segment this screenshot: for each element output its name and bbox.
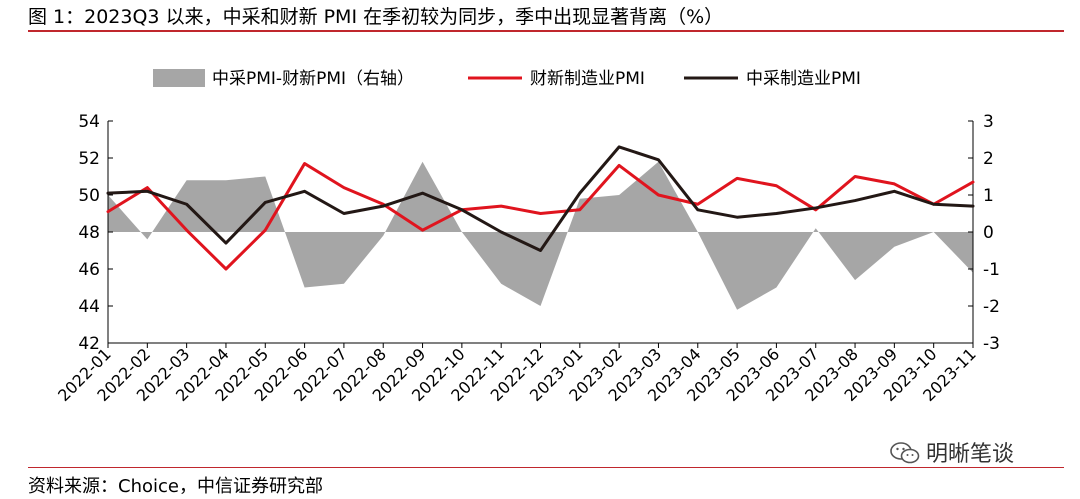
legend-area-label: 中采PMI-财新PMI（右轴） [212, 69, 414, 89]
left-tick-label: 46 [78, 260, 100, 280]
right-tick-label: -1 [983, 260, 1000, 280]
source-note: 资料来源：Choice，中信证券研究部 [28, 476, 323, 497]
title-divider [28, 30, 1064, 32]
right-tick-label: 2 [983, 149, 994, 169]
left-tick-label: 48 [78, 223, 100, 243]
legend-nbs-label: 中采制造业PMI [746, 69, 861, 89]
figure-title: 图 1：2023Q3 以来，中采和财新 PMI 在季初较为同步，季中出现显著背离… [28, 6, 724, 28]
right-tick-label: 3 [983, 112, 994, 132]
nbs-pmi-line [106, 145, 975, 252]
left-tick-label: 42 [78, 334, 100, 354]
right-tick-label: 0 [983, 223, 994, 243]
wechat-icon [890, 442, 920, 464]
left-tick-label: 50 [78, 186, 100, 206]
pmi-lines-layer [106, 145, 975, 271]
caixin-pmi-line [106, 162, 975, 271]
right-tick-label: 1 [983, 186, 994, 206]
left-tick-label: 52 [78, 149, 100, 169]
legend-area-swatch [153, 69, 205, 87]
right-tick-label: -2 [983, 297, 1000, 317]
footer-divider [28, 467, 1064, 468]
spread-area-layer [108, 161, 973, 310]
left-tick-label: 54 [78, 112, 100, 132]
left-tick-label: 44 [78, 297, 100, 317]
watermark: 明晰笔谈 [890, 436, 1014, 468]
pmi-chart: 中采PMI-财新PMI（右轴） 财新制造业PMI 中采制造业PMI 42 44 46 48… [54, 69, 1000, 405]
legend-caixin-label: 财新制造业PMI [530, 69, 645, 89]
right-tick-label: -3 [983, 334, 1000, 354]
chart-legend: 中采PMI-财新PMI（右轴） 财新制造业PMI 中采制造业PMI [153, 69, 861, 89]
watermark-text: 明晰笔谈 [926, 442, 1015, 467]
spread-area [108, 161, 973, 310]
